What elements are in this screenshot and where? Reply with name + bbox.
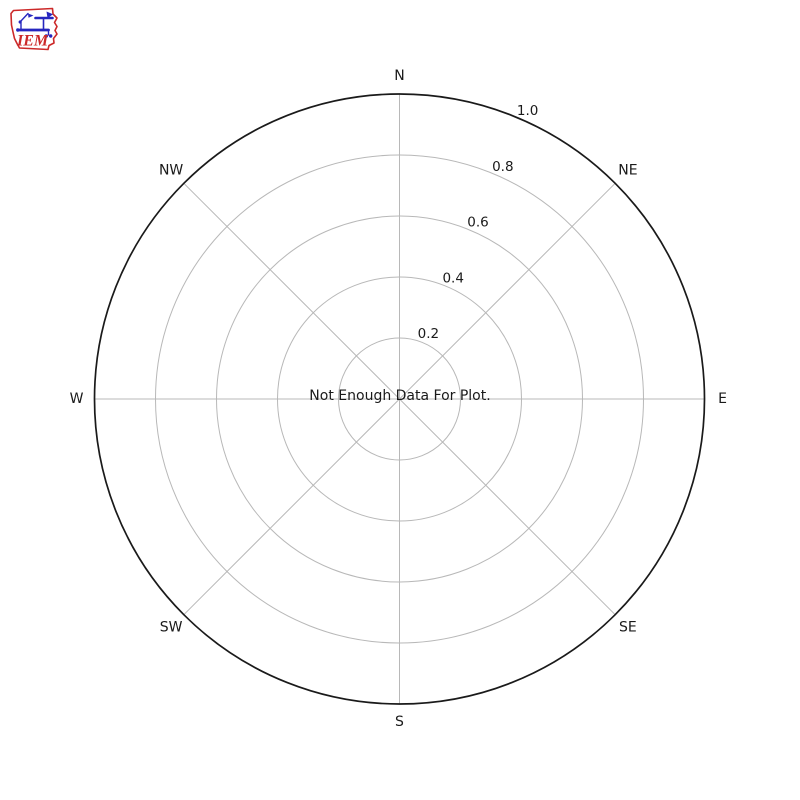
radial-tick-label: 0.6 <box>467 215 488 231</box>
spoke-ne <box>399 182 616 400</box>
outer-ring <box>93 93 706 705</box>
iem-logo: IEM <box>10 7 58 51</box>
no-data-message: Not Enough Data For Plot. <box>309 388 491 404</box>
direction-label-w: W <box>70 391 84 407</box>
spoke-nw <box>183 182 400 400</box>
direction-label-ne: NE <box>618 163 637 179</box>
direction-label-sw: SW <box>160 619 183 635</box>
direction-label-s: S <box>395 714 404 730</box>
spoke-sw <box>183 398 400 616</box>
direction-label-se: SE <box>619 619 637 635</box>
direction-label-e: E <box>718 391 727 407</box>
direction-label-nw: NW <box>159 163 183 179</box>
radial-tick-label: 0.8 <box>492 159 513 175</box>
weather-instrument-icon <box>16 11 54 38</box>
direction-label-n: N <box>394 68 404 84</box>
iowa-outline-icon <box>10 7 58 51</box>
iem-logo-text: IEM <box>16 33 49 50</box>
radial-tick-label: 0.4 <box>442 270 463 286</box>
radial-tick-label: 0.2 <box>418 326 439 342</box>
spoke-se <box>399 398 616 616</box>
radial-tick-label: 1.0 <box>517 103 538 119</box>
